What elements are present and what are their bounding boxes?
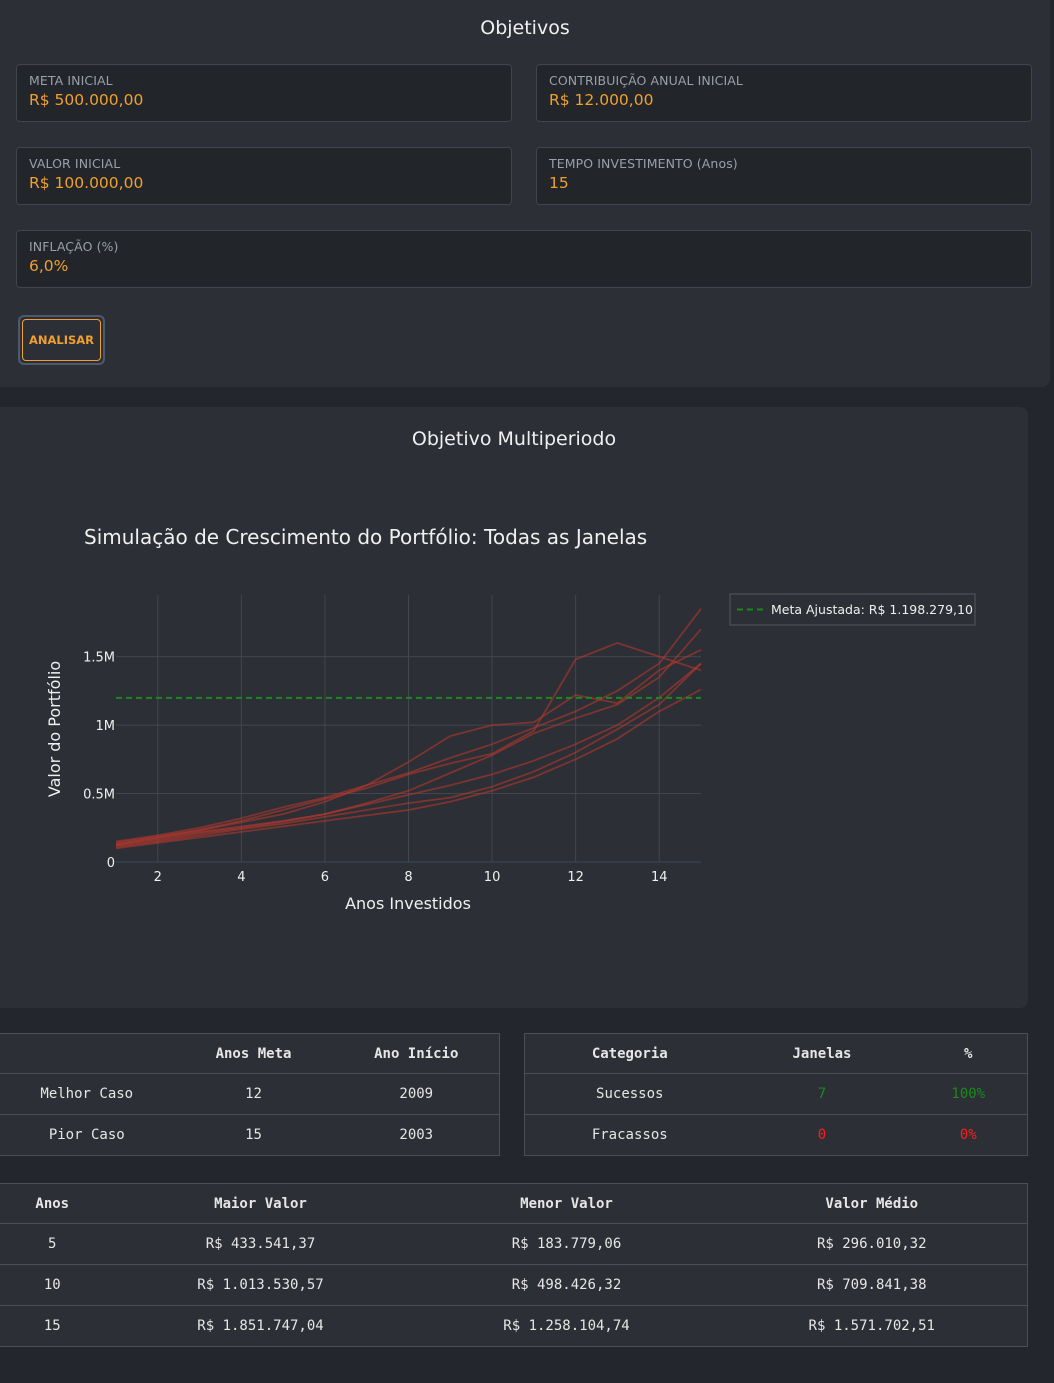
best-worst-table: Anos Meta Ano Início Melhor Caso 12 2009…	[0, 1033, 500, 1156]
y-tick-label: 1M	[96, 719, 116, 734]
table-cell: Sucessos	[524, 1073, 735, 1115]
success-count: 7	[734, 1073, 910, 1115]
header-cell: Anos Meta	[173, 1033, 334, 1074]
table-header-row: Categoria Janelas %	[524, 1033, 1028, 1074]
x-tick-label: 2	[154, 870, 162, 885]
x-tick-label: 8	[404, 870, 412, 885]
series-line-4[interactable]	[115, 662, 702, 848]
header-cell: %	[909, 1033, 1028, 1074]
table-row: Melhor Caso 12 2009	[0, 1073, 500, 1115]
header-cell: Anos	[0, 1183, 105, 1224]
annual-contribution-value[interactable]: R$ 12.000,00	[549, 91, 654, 109]
header-cell: Menor Valor	[416, 1183, 717, 1224]
table-cell: R$ 296.010,32	[716, 1223, 1028, 1265]
series-line-6[interactable]	[115, 648, 702, 846]
inflation-field[interactable]: INFLAÇÃO (%) 6,0%	[16, 230, 1032, 288]
header-cell: Maior Valor	[104, 1183, 417, 1224]
analyze-button-label[interactable]: ANALISAR	[22, 319, 101, 361]
series-line-5[interactable]	[115, 662, 702, 847]
table-cell: R$ 1.851.747,04	[197, 1318, 324, 1334]
multiperiod-title: Objetivo Multiperiodo	[411, 428, 617, 450]
investment-time-field[interactable]: TEMPO INVESTIMENTO (Anos) 15	[536, 147, 1032, 205]
x-axis-label: Anos Investidos	[345, 894, 471, 913]
x-tick-label: 14	[651, 870, 668, 885]
multiperiod-panel: Objetivo Multiperiodo 2 4 6 8 10 12 14 0 0.5M 1M 1…	[0, 407, 1028, 1008]
table-cell: 2009	[333, 1073, 500, 1115]
x-tick-label: 12	[567, 870, 584, 885]
series-line-3[interactable]	[115, 641, 702, 844]
table-header-row: Anos Maior Valor Menor Valor Valor Médio	[0, 1183, 1028, 1224]
portfolio-chart: 2 4 6 8 10 12 14 0 0.5M 1M 1.5M Simulação de Cresc…	[45, 525, 976, 913]
table-cell: R$ 1.258.104,74	[503, 1318, 630, 1334]
y-tick-label: 0	[107, 856, 115, 871]
table-cell: 2003	[399, 1127, 434, 1143]
table-row: 10 R$ 1.013.530,57 R$ 498.426,32 R$ 709.…	[0, 1264, 1028, 1306]
header-cell: Ano Início	[333, 1033, 500, 1074]
objectives-panel: Objetivos META INICIAL R$ 500.000,00 CON…	[0, 0, 1050, 387]
series-line-1[interactable]	[115, 608, 702, 843]
table-cell: R$ 498.426,32	[416, 1264, 717, 1306]
chart-legend[interactable]: Meta Ajustada: R$ 1.198.279,10	[729, 593, 976, 626]
chart-title: Simulação de Crescimento do Portfólio: T…	[84, 525, 647, 549]
failure-percent: 0%	[959, 1127, 977, 1143]
inflation-value[interactable]: 6,0%	[29, 257, 69, 275]
table-cell: 12	[173, 1073, 334, 1115]
header-cell: Categoria	[524, 1033, 735, 1074]
table-row: Pior Caso 15 2003	[0, 1115, 500, 1156]
initial-goal-field[interactable]: META INICIAL R$ 500.000,00	[16, 64, 512, 122]
initial-goal-label: META INICIAL	[29, 73, 113, 88]
investment-time-label: TEMPO INVESTIMENTO (Anos)	[549, 156, 738, 171]
table-cell: R$ 433.541,37	[104, 1223, 417, 1265]
initial-value-field[interactable]: VALOR INICIAL R$ 100.000,00	[16, 147, 512, 205]
legend-label: Meta Ajustada: R$ 1.198.279,10	[771, 602, 973, 617]
x-tick-label: 6	[321, 870, 329, 885]
table-cell: 10	[0, 1264, 105, 1306]
annual-contribution-field[interactable]: CONTRIBUIÇÃO ANUAL INICIAL R$ 12.000,00	[536, 64, 1032, 122]
table-cell: R$ 1.571.702,51	[808, 1318, 935, 1334]
x-tick-label: 4	[237, 870, 245, 885]
investment-time-value[interactable]: 15	[549, 174, 569, 192]
table-cell: R$ 183.779,06	[416, 1223, 717, 1265]
table-header-row: Anos Meta Ano Início	[0, 1033, 500, 1074]
table-cell: Melhor Caso	[0, 1073, 174, 1115]
initial-value-value[interactable]: R$ 100.000,00	[29, 174, 144, 192]
header-cell: Janelas	[734, 1033, 910, 1074]
header-cell	[0, 1033, 174, 1074]
annual-contribution-label: CONTRIBUIÇÃO ANUAL INICIAL	[549, 73, 743, 88]
category-table: Categoria Janelas % Sucessos 7 100% Frac…	[524, 1033, 1028, 1156]
x-tick-label: 10	[484, 870, 501, 885]
table-row: 5 R$ 433.541,37 R$ 183.779,06 R$ 296.010…	[0, 1223, 1028, 1265]
table-cell: R$ 709.841,38	[716, 1264, 1028, 1306]
table-row: 15 R$ 1.851.747,04 R$ 1.258.104,74 R$ 1.…	[0, 1306, 1028, 1347]
objectives-title: Objetivos	[480, 17, 570, 39]
inflation-label: INFLAÇÃO (%)	[29, 239, 119, 254]
initial-value-label: VALOR INICIAL	[29, 156, 121, 171]
failure-count: 0	[817, 1127, 827, 1143]
y-tick-label: 0.5M	[83, 788, 115, 803]
values-table: Anos Maior Valor Menor Valor Valor Médio…	[0, 1183, 1028, 1347]
series-line-2[interactable]	[115, 628, 702, 846]
table-cell: Pior Caso	[48, 1127, 125, 1143]
table-row: Sucessos 7 100%	[524, 1073, 1028, 1115]
table-cell: 15	[245, 1127, 262, 1143]
analyze-button[interactable]: ANALISAR	[18, 315, 105, 365]
series-line-7[interactable]	[115, 688, 702, 850]
table-cell: Fracassos	[591, 1127, 668, 1143]
header-cell: Valor Médio	[716, 1183, 1028, 1224]
table-row: Fracassos 0 0%	[525, 1115, 1028, 1156]
success-percent: 100%	[909, 1073, 1028, 1115]
y-tick-label: 1.5M	[83, 651, 115, 666]
initial-goal-value[interactable]: R$ 500.000,00	[29, 91, 144, 109]
y-axis-label: Valor do Portfólio	[45, 661, 64, 797]
table-cell: R$ 1.013.530,57	[104, 1264, 417, 1306]
table-cell: 5	[0, 1223, 105, 1265]
table-cell: 15	[43, 1318, 61, 1334]
